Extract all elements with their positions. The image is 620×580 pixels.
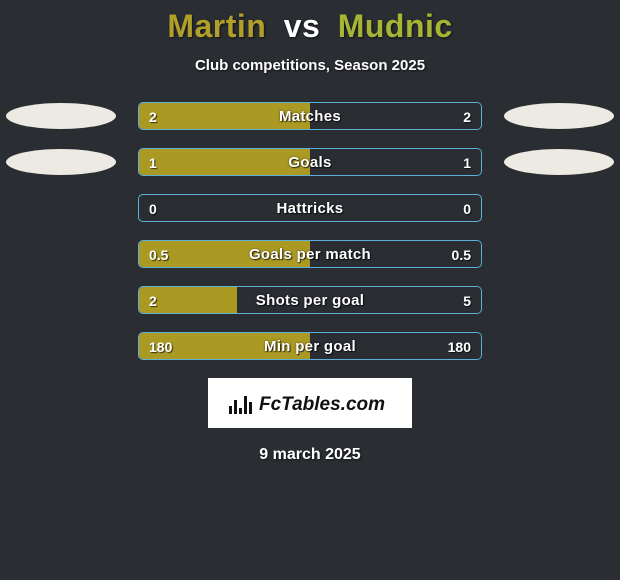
stat-row: 25Shots per goal — [0, 286, 620, 314]
player2-name: Mudnic — [338, 8, 453, 44]
player1-name: Martin — [167, 8, 266, 44]
stat-row: 0.50.5Goals per match — [0, 240, 620, 268]
stat-row: 180180Min per goal — [0, 332, 620, 360]
subtitle: Club competitions, Season 2025 — [0, 57, 620, 74]
bar-track: 22Matches — [138, 102, 482, 130]
stat-label: Min per goal — [139, 333, 481, 360]
stat-label: Matches — [139, 103, 481, 130]
comparison-infographic: Martin vs Mudnic Club competitions, Seas… — [0, 0, 620, 464]
stat-label: Goals — [139, 149, 481, 176]
fctables-logo-icon: FcTables.com — [225, 386, 395, 420]
bar-track: 0.50.5Goals per match — [138, 240, 482, 268]
stat-label: Goals per match — [139, 241, 481, 268]
vs-label: vs — [284, 8, 321, 44]
player1-ellipse-icon — [6, 149, 116, 175]
bar-track: 00Hattricks — [138, 194, 482, 222]
stat-row: 11Goals — [0, 148, 620, 176]
stat-rows: 22Matches 11Goals 00Hattricks 0.50.5Goals p… — [0, 102, 620, 360]
stat-row: 22Matches — [0, 102, 620, 130]
stat-label: Hattricks — [139, 195, 481, 222]
player1-ellipse-icon — [6, 103, 116, 129]
brand-badge: FcTables.com — [208, 378, 412, 428]
brand-text: FcTables.com — [259, 394, 385, 415]
page-title: Martin vs Mudnic — [0, 8, 620, 45]
player2-ellipse-icon — [504, 149, 614, 175]
bar-track: 25Shots per goal — [138, 286, 482, 314]
stat-row: 00Hattricks — [0, 194, 620, 222]
player2-ellipse-icon — [504, 103, 614, 129]
stat-label: Shots per goal — [139, 287, 481, 314]
bar-track: 180180Min per goal — [138, 332, 482, 360]
date-label: 9 march 2025 — [0, 446, 620, 464]
bar-track: 11Goals — [138, 148, 482, 176]
